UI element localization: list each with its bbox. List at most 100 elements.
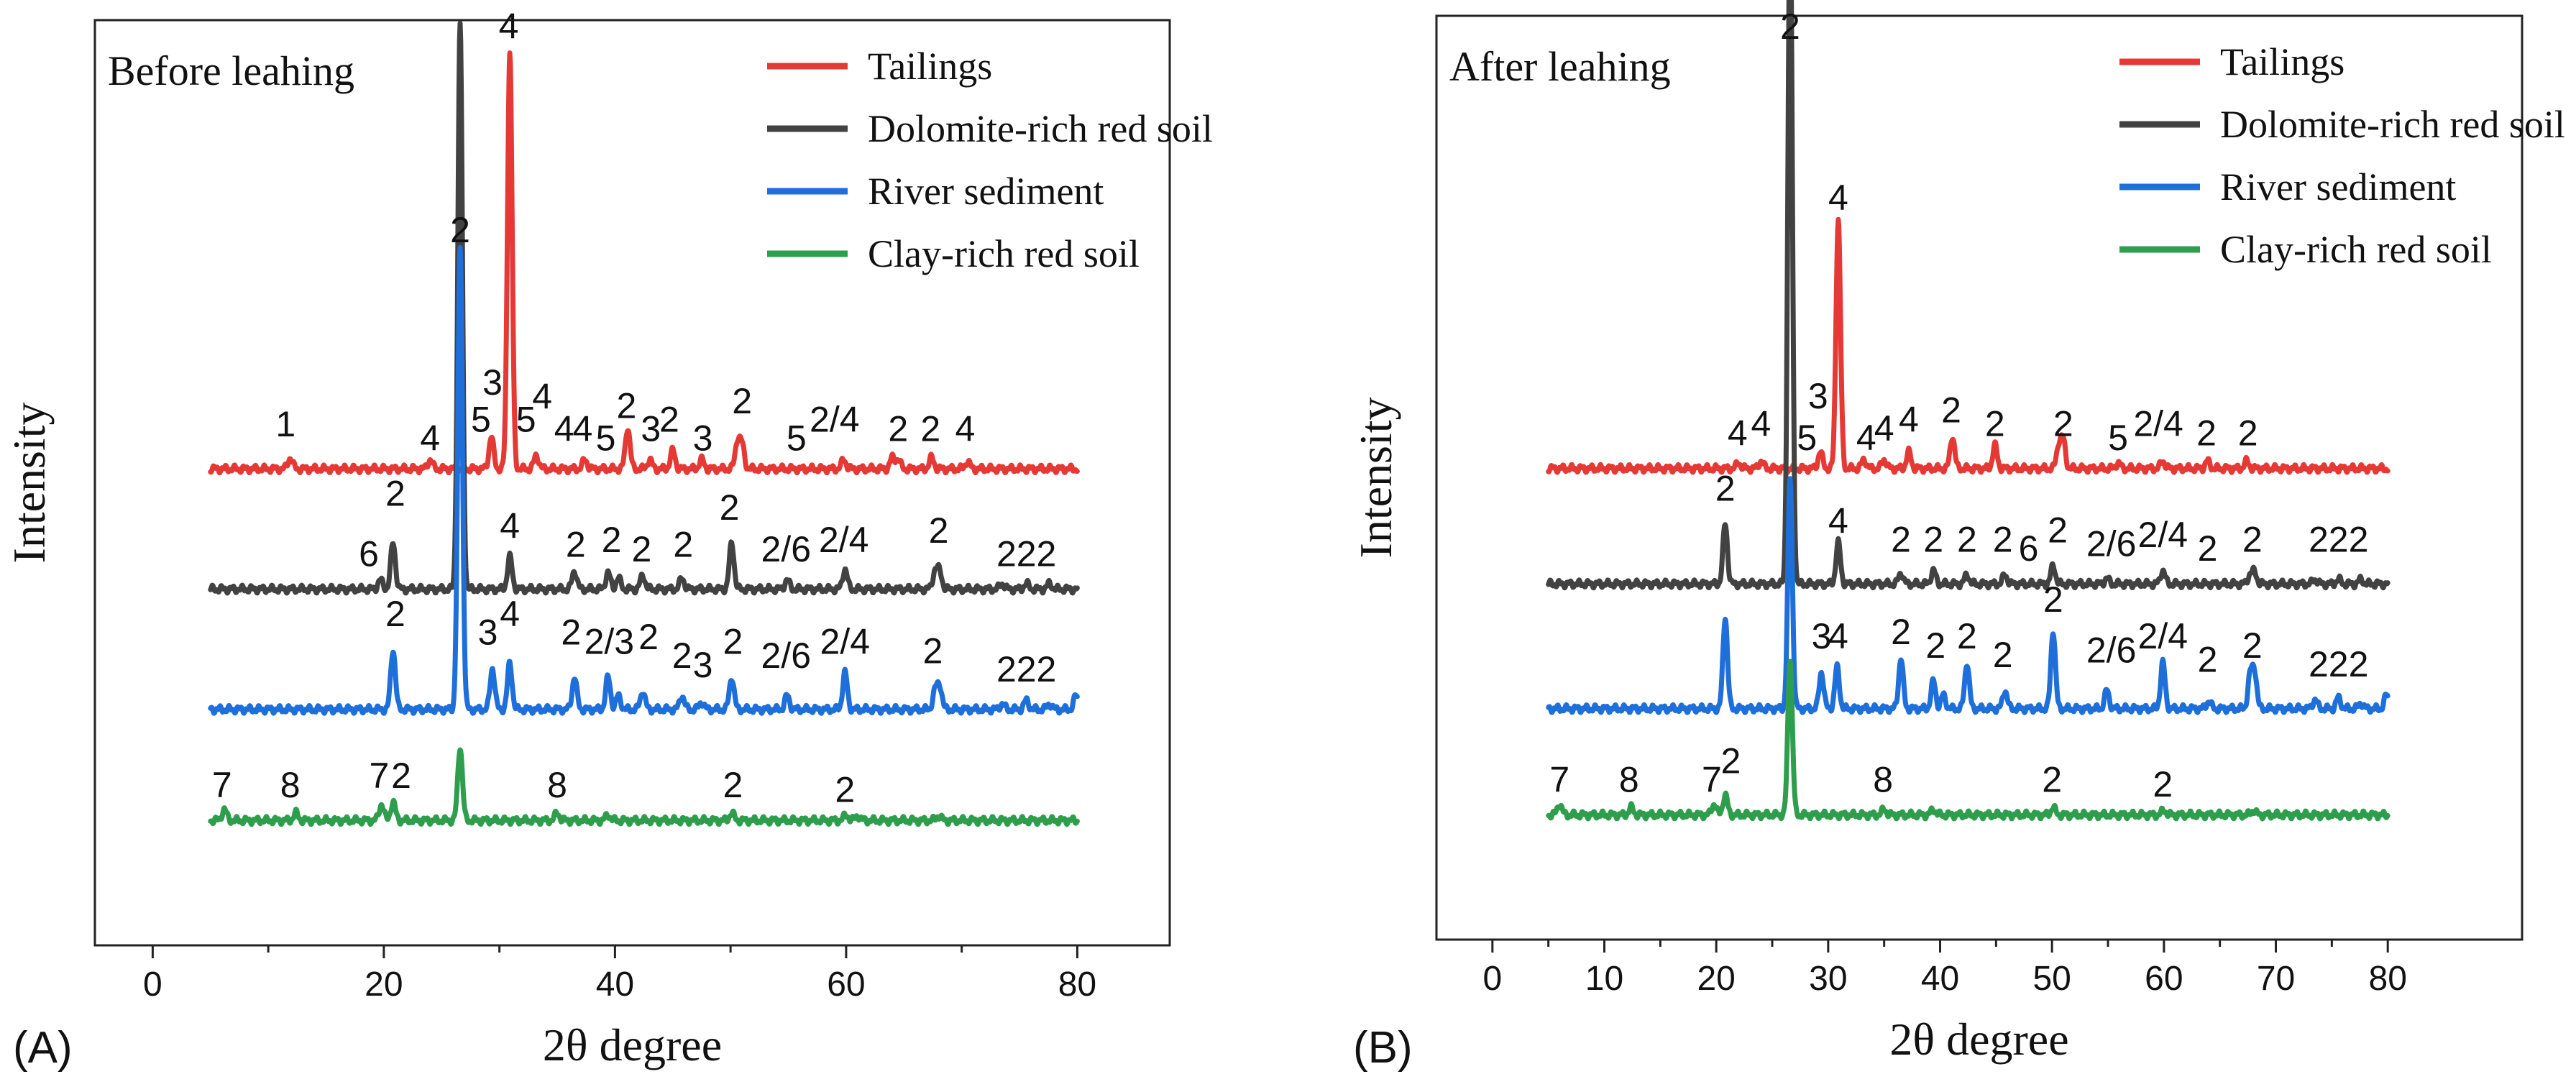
peak-annotation: 2 (2042, 759, 2062, 799)
peak-annotation: 4 (1728, 413, 1748, 454)
peak-annotation: 2 (638, 617, 659, 657)
legend-label-tailings: Tailings (2220, 40, 2344, 83)
peak-annotation: 2/6 (761, 636, 812, 676)
peak-annotation: 5 (1797, 418, 1817, 458)
peak-annotation: 2 (835, 770, 855, 810)
panel-title: Before leahing (108, 47, 354, 94)
peak-annotation: 2 (2242, 625, 2263, 666)
peak-annotation: 5 (516, 400, 536, 440)
peak-annotation: 2 (2043, 579, 2063, 620)
peak-annotation: 2 (1993, 519, 2013, 559)
peak-annotation: 7 (1549, 759, 1569, 799)
peak-annotation: 4 (1856, 418, 1876, 458)
peak-annotation: 3 (693, 645, 713, 685)
peak-annotation: 2 (723, 622, 743, 662)
peak-annotation: 3 (482, 362, 503, 403)
peak-annotation: 8 (547, 765, 567, 805)
peak-annotation: 2 (1715, 469, 1736, 509)
peak-annotation: 2/4 (820, 622, 871, 662)
x-tick-label: 0 (1482, 960, 1502, 998)
peak-annotation: 2 (2048, 510, 2068, 550)
peak-annotation: 222 (2309, 644, 2368, 684)
peak-annotation: 3 (641, 409, 661, 449)
peak-annotation: 2 (1925, 625, 1945, 666)
peak-annotation: 2 (732, 381, 752, 421)
peak-annotation: 2 (720, 487, 740, 528)
peak-annotation: 4 (532, 377, 552, 417)
peak-annotation: 2 (920, 409, 940, 449)
panel-b: 0 10 20 30 40 50 60 70 80 2θ degree Intensity (B) Af… (1350, 0, 2565, 1073)
x-tick-label: 50 (2032, 960, 2071, 998)
peak-annotation: 4 (1828, 616, 1848, 656)
series-line-dolomite-rich-red-soil (1546, 0, 2391, 591)
peak-annotation: 2/6 (2086, 524, 2137, 564)
peak-annotation: 2 (385, 594, 405, 634)
peak-annotation: 2 (2242, 519, 2263, 559)
peak-annotation: 2/6 (761, 529, 812, 569)
peak-annotation: 2 (1957, 616, 1977, 656)
peak-annotation: 2 (1891, 519, 1911, 559)
peak-annotation: 2 (929, 510, 949, 551)
peak-annotation: 2 (1721, 741, 1741, 781)
peak-annotation: 2 (602, 520, 622, 560)
legend-label-river-sediment: River sediment (2220, 165, 2456, 208)
peak-annotation: 7 (1702, 759, 1722, 799)
x-tick-label: 80 (2369, 960, 2407, 998)
peak-annotation: 8 (1873, 759, 1893, 799)
peak-annotation: 2 (561, 612, 581, 653)
peak-annotation: 5 (787, 418, 807, 458)
peak-annotation: 2 (673, 524, 693, 564)
peak-annotation: 222 (2309, 519, 2368, 559)
series-line-tailings (1546, 216, 2391, 475)
legend-label-dolomite-rich-red-soil: Dolomite-rich red soil (2220, 103, 2565, 146)
plot-frame (93, 19, 1171, 947)
series-line-river-sediment (1546, 476, 2391, 715)
y-axis-title: Intensity (4, 403, 55, 564)
peak-annotation: 222 (996, 533, 1056, 574)
peak-annotation: 4 (1874, 408, 1894, 449)
peak-annotation: 2 (659, 400, 679, 440)
peak-annotation: 3 (1808, 376, 1828, 416)
peak-annotation: 2 (1957, 519, 1977, 559)
peak-annotation: 4 (1751, 404, 1771, 444)
series-line-clay-rich-red-soil (208, 747, 1080, 827)
peak-annotation: 2/4 (2138, 616, 2188, 656)
peak-annotation: 2 (391, 756, 411, 796)
peak-annotation: 2 (1941, 390, 1961, 430)
series-line-dolomite-rich-red-soil (208, 20, 1080, 596)
panel-letter: (A) (13, 1023, 73, 1073)
peak-annotation: 2 (723, 765, 743, 805)
x-axis-title: 2θ degree (543, 1019, 722, 1070)
peak-annotation: 5 (2108, 418, 2128, 458)
peak-annotation: 2 (888, 409, 908, 449)
x-tick-label: 30 (1809, 960, 1847, 998)
peak-annotation: 4 (500, 594, 520, 634)
legend-label-clay-rich-red-soil: Clay-rich red soil (2220, 228, 2492, 271)
peak-annotation: 5 (471, 400, 491, 440)
panel-letter: (B) (1353, 1023, 1413, 1073)
series-line-river-sediment (208, 245, 1080, 716)
series-line-clay-rich-red-soil (1546, 659, 2391, 822)
x-tick-label: 70 (2257, 960, 2295, 998)
peak-annotation: 4 (420, 418, 440, 458)
peak-annotation: 6 (359, 533, 379, 574)
peak-annotation: 2 (1985, 404, 2005, 444)
x-tick-label: 80 (1058, 965, 1096, 1004)
peak-annotation: 3 (1812, 616, 1832, 656)
series-line-tailings (208, 50, 1080, 476)
x-tick-label: 40 (1921, 960, 1959, 998)
peak-annotation: 4 (554, 409, 574, 449)
peak-annotation: 2/4 (810, 400, 860, 440)
peak-annotation: 4 (1828, 501, 1848, 541)
peak-annotation: 2 (2053, 404, 2073, 444)
peak-annotation: 2 (450, 210, 470, 250)
peak-annotation: 3 (478, 612, 498, 653)
peak-annotation: 2 (2238, 413, 2258, 454)
panel-title: After leahing (1449, 43, 1671, 90)
x-tick-label: 20 (365, 965, 403, 1004)
peak-annotation: 7 (370, 756, 390, 796)
peak-annotation: 4 (572, 409, 592, 449)
peak-annotation: 4 (500, 506, 520, 546)
